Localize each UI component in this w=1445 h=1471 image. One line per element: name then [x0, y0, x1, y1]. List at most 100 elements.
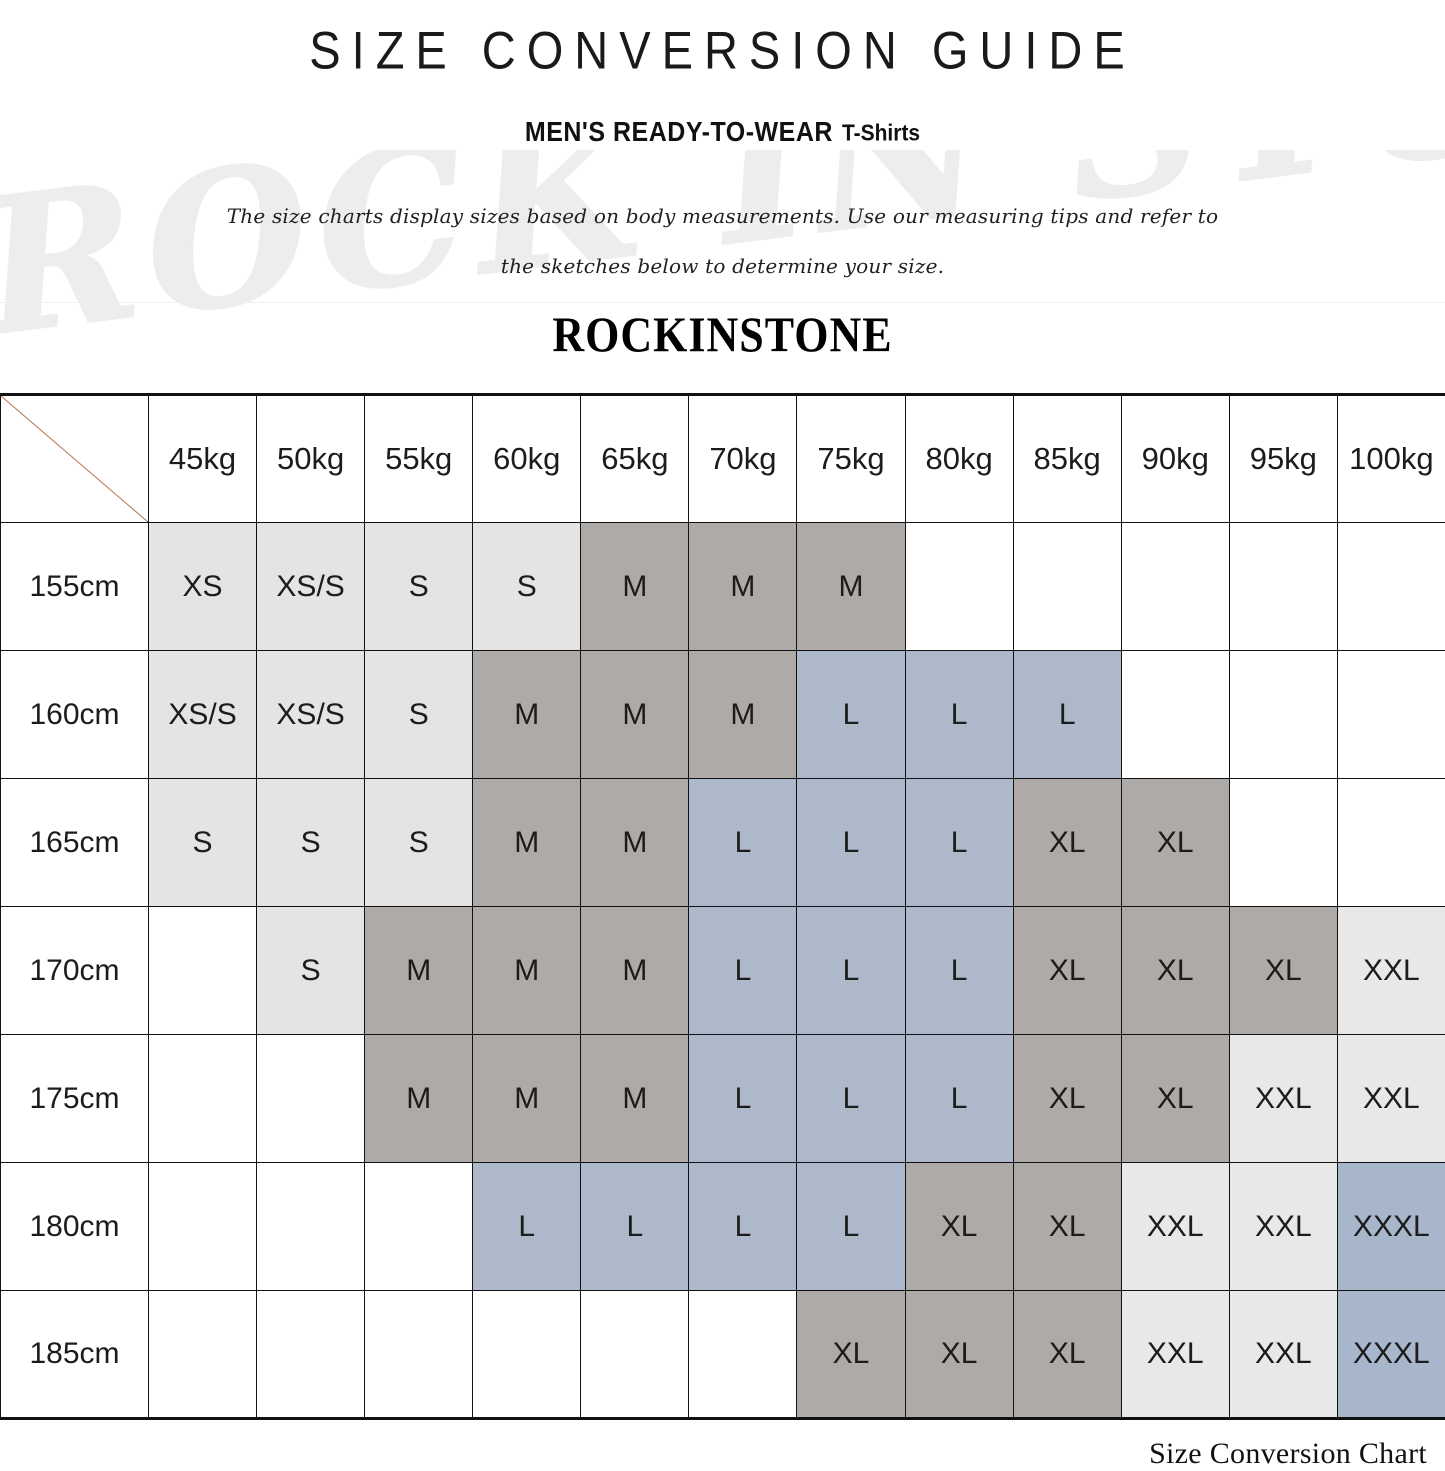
size-cell-180cm-50kg	[257, 1163, 365, 1291]
row-header-175cm: 175cm	[1, 1035, 149, 1163]
size-cell-180cm-70kg: L	[689, 1163, 797, 1291]
brand-name: ROCKINSTONE	[0, 306, 1445, 364]
size-cell-185cm-90kg: XXL	[1121, 1291, 1229, 1419]
size-cell-160cm-95kg	[1229, 651, 1337, 779]
size-cell-175cm-70kg: L	[689, 1035, 797, 1163]
size-cell-160cm-100kg	[1337, 651, 1445, 779]
subtitle-category: MEN'S READY-TO-WEAR	[525, 117, 833, 149]
size-cell-165cm-55kg: S	[365, 779, 473, 907]
size-cell-185cm-100kg: XXXL	[1337, 1291, 1445, 1419]
column-header-75kg: 75kg	[797, 395, 905, 523]
size-cell-160cm-45kg: XS/S	[149, 651, 257, 779]
footer-caption: Size Conversion Chart	[0, 1437, 1445, 1471]
size-cell-160cm-55kg: S	[365, 651, 473, 779]
size-cell-155cm-75kg: M	[797, 523, 905, 651]
size-cell-170cm-65kg: M	[581, 907, 689, 1035]
size-cell-175cm-65kg: M	[581, 1035, 689, 1163]
size-cell-170cm-100kg: XXL	[1337, 907, 1445, 1035]
column-header-45kg: 45kg	[149, 395, 257, 523]
column-header-100kg: 100kg	[1337, 395, 1445, 523]
size-cell-165cm-85kg: XL	[1013, 779, 1121, 907]
size-cell-180cm-85kg: XL	[1013, 1163, 1121, 1291]
size-cell-155cm-85kg	[1013, 523, 1121, 651]
size-cell-175cm-95kg: XXL	[1229, 1035, 1337, 1163]
size-cell-185cm-60kg	[473, 1291, 581, 1419]
description-text: The size charts display sizes based on b…	[223, 191, 1223, 291]
size-cell-155cm-65kg: M	[581, 523, 689, 651]
size-cell-165cm-60kg: M	[473, 779, 581, 907]
size-cell-185cm-85kg: XL	[1013, 1291, 1121, 1419]
size-cell-170cm-55kg: M	[365, 907, 473, 1035]
column-header-55kg: 55kg	[365, 395, 473, 523]
size-cell-175cm-80kg: L	[905, 1035, 1013, 1163]
size-cell-165cm-90kg: XL	[1121, 779, 1229, 907]
size-cell-160cm-80kg: L	[905, 651, 1013, 779]
column-header-70kg: 70kg	[689, 395, 797, 523]
page-title: SIZE CONVERSION GUIDE	[0, 0, 1445, 81]
size-cell-160cm-65kg: M	[581, 651, 689, 779]
size-cell-185cm-80kg: XL	[905, 1291, 1013, 1419]
size-cell-160cm-50kg: XS/S	[257, 651, 365, 779]
size-cell-155cm-90kg	[1121, 523, 1229, 651]
size-cell-185cm-95kg: XXL	[1229, 1291, 1337, 1419]
size-cell-185cm-75kg: XL	[797, 1291, 905, 1419]
size-cell-165cm-80kg: L	[905, 779, 1013, 907]
table-corner-cell	[1, 395, 149, 523]
size-cell-155cm-70kg: M	[689, 523, 797, 651]
size-cell-170cm-80kg: L	[905, 907, 1013, 1035]
size-cell-185cm-55kg	[365, 1291, 473, 1419]
row-header-155cm: 155cm	[1, 523, 149, 651]
row-header-170cm: 170cm	[1, 907, 149, 1035]
size-cell-165cm-75kg: L	[797, 779, 905, 907]
size-cell-160cm-90kg	[1121, 651, 1229, 779]
size-cell-185cm-70kg	[689, 1291, 797, 1419]
size-cell-180cm-75kg: L	[797, 1163, 905, 1291]
size-cell-175cm-60kg: M	[473, 1035, 581, 1163]
size-cell-175cm-85kg: XL	[1013, 1035, 1121, 1163]
size-cell-160cm-85kg: L	[1013, 651, 1121, 779]
size-cell-160cm-70kg: M	[689, 651, 797, 779]
size-cell-185cm-65kg	[581, 1291, 689, 1419]
size-cell-170cm-45kg	[149, 907, 257, 1035]
size-cell-170cm-85kg: XL	[1013, 907, 1121, 1035]
size-cell-155cm-80kg	[905, 523, 1013, 651]
row-header-165cm: 165cm	[1, 779, 149, 907]
column-header-65kg: 65kg	[581, 395, 689, 523]
size-cell-175cm-100kg: XXL	[1337, 1035, 1445, 1163]
size-cell-170cm-70kg: L	[689, 907, 797, 1035]
size-cell-160cm-60kg: M	[473, 651, 581, 779]
size-cell-170cm-90kg: XL	[1121, 907, 1229, 1035]
column-header-90kg: 90kg	[1121, 395, 1229, 523]
size-cell-160cm-75kg: L	[797, 651, 905, 779]
size-cell-170cm-50kg: S	[257, 907, 365, 1035]
size-cell-180cm-90kg: XXL	[1121, 1163, 1229, 1291]
size-cell-180cm-55kg	[365, 1163, 473, 1291]
size-cell-175cm-55kg: M	[365, 1035, 473, 1163]
size-cell-185cm-50kg	[257, 1291, 365, 1419]
size-cell-165cm-100kg	[1337, 779, 1445, 907]
size-cell-155cm-100kg	[1337, 523, 1445, 651]
size-cell-180cm-95kg: XXL	[1229, 1163, 1337, 1291]
size-cell-175cm-90kg: XL	[1121, 1035, 1229, 1163]
column-header-60kg: 60kg	[473, 395, 581, 523]
size-cell-170cm-60kg: M	[473, 907, 581, 1035]
size-cell-155cm-95kg	[1229, 523, 1337, 651]
size-cell-155cm-50kg: XS/S	[257, 523, 365, 651]
size-cell-180cm-100kg: XXXL	[1337, 1163, 1445, 1291]
diagonal-divider-icon	[1, 396, 148, 522]
size-cell-180cm-65kg: L	[581, 1163, 689, 1291]
size-cell-180cm-45kg	[149, 1163, 257, 1291]
size-cell-165cm-65kg: M	[581, 779, 689, 907]
size-cell-180cm-60kg: L	[473, 1163, 581, 1291]
size-cell-155cm-55kg: S	[365, 523, 473, 651]
